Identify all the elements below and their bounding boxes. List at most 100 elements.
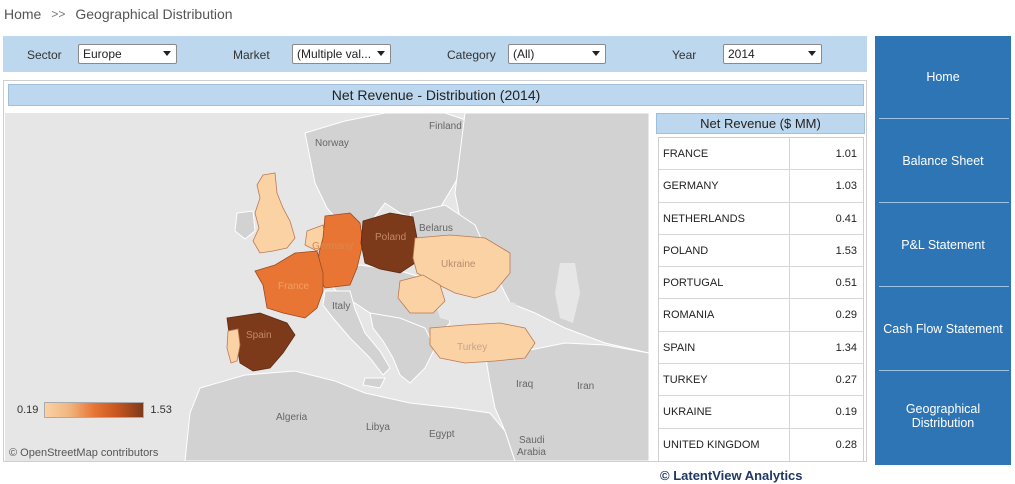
table-row[interactable]: NETHERLANDS 0.41	[659, 202, 863, 235]
breadcrumb-current: Geographical Distribution	[75, 6, 233, 22]
map-land-north-africa	[184, 370, 516, 461]
map-country-ukraine[interactable]	[412, 234, 511, 299]
table-row[interactable]: UKRAINE 0.19	[659, 396, 863, 429]
table-row[interactable]: GERMANY 1.03	[659, 170, 863, 203]
map-land-middle-east	[484, 342, 649, 461]
nav-divider	[879, 202, 1009, 203]
map-label-turkey: Turkey	[457, 342, 487, 353]
map-attribution: © OpenStreetMap contributors	[9, 447, 159, 459]
map-country-poland[interactable]	[360, 212, 418, 274]
map-label-norway: Norway	[315, 138, 349, 149]
value-cell: 0.28	[835, 438, 857, 451]
country-cell: PORTUGAL	[659, 267, 790, 299]
value-cell: 1.01	[835, 148, 857, 160]
country-cell: SPAIN	[659, 331, 790, 364]
sector-select[interactable]: Europe	[78, 44, 177, 64]
table-row[interactable]: SPAIN 1.34	[659, 331, 863, 365]
country-cell: POLAND	[659, 234, 790, 267]
year-select[interactable]: 2014	[723, 44, 822, 64]
table-row[interactable]: POLAND 1.53	[659, 234, 863, 268]
sector-filter-label: Sector	[27, 48, 62, 62]
nav-item-pl-statement[interactable]: P&L Statement	[901, 237, 985, 252]
map-land-sicily	[362, 377, 386, 389]
panel-title: Net Revenue - Distribution (2014)	[8, 84, 864, 106]
map-label-iraq: Iraq	[516, 379, 533, 390]
country-cell: NETHERLANDS	[659, 202, 790, 234]
value-cell: 0.41	[835, 212, 857, 225]
market-select-value: (Multiple val...	[297, 47, 372, 61]
map-country-germany[interactable]	[316, 212, 364, 289]
map-country-portugal[interactable]	[226, 328, 241, 364]
value-cell: 1.53	[835, 244, 857, 257]
breadcrumb-home-link[interactable]: Home	[4, 6, 42, 22]
map-label-ukraine: Ukraine	[441, 259, 476, 270]
table-row[interactable]: TURKEY 0.27	[659, 364, 863, 397]
map-black-sea	[435, 295, 525, 325]
table-body: FRANCE 1.01 GERMANY 1.03 NETHERLANDS 0.41 P…	[658, 137, 864, 462]
map-label-italy: Italy	[332, 301, 350, 312]
map-label-iran: Iran	[577, 381, 594, 392]
nav-item-geographical-distribution[interactable]: Geographical Distribution	[905, 402, 981, 430]
breadcrumb-separator: >>	[51, 7, 66, 21]
year-filter-label: Year	[672, 48, 697, 62]
map-label-germany: Germany	[312, 241, 353, 252]
nav-divider	[879, 370, 1009, 371]
country-cell: UKRAINE	[659, 396, 790, 428]
filter-bar: Sector Europe Market (Multiple val... Ca…	[3, 36, 867, 72]
legend-max: 1.53	[150, 404, 172, 416]
map-country-ireland	[234, 210, 256, 240]
map-label-saudi-arabia-2: Arabia	[517, 447, 546, 458]
chevron-down-icon	[592, 51, 600, 56]
market-filter-label: Market	[233, 48, 270, 62]
map-country-france[interactable]	[254, 250, 324, 319]
map-country-romania[interactable]	[397, 274, 446, 314]
legend-color-ramp	[44, 402, 145, 418]
copyright-footer: © LatentView Analytics	[660, 468, 803, 483]
chevron-down-icon	[377, 51, 385, 56]
map-label-saudi-arabia-1: Saudi	[519, 435, 545, 446]
nav-item-home[interactable]: Home	[926, 70, 960, 84]
market-select[interactable]: (Multiple val...	[292, 44, 391, 64]
table-row[interactable]: FRANCE 1.01	[659, 138, 863, 171]
legend-min: 0.19	[17, 404, 39, 416]
map-country-turkey[interactable]	[429, 322, 536, 364]
map-country-united-kingdom[interactable]	[252, 172, 296, 254]
map-caspian-sea	[555, 263, 580, 323]
table-header: Net Revenue ($ MM)	[656, 113, 865, 134]
category-filter-label: Category	[447, 48, 496, 62]
value-cell: 0.51	[835, 277, 857, 290]
value-cell: 0.19	[835, 406, 857, 419]
breadcrumb: Home >> Geographical Distribution	[4, 6, 233, 22]
value-cell: 1.34	[835, 341, 857, 354]
map-label-france: France	[278, 281, 310, 292]
sector-select-value: Europe	[83, 47, 122, 61]
nav-divider	[879, 118, 1009, 119]
country-cell: UNITED KINGDOM	[659, 428, 790, 461]
chevron-down-icon	[808, 51, 816, 56]
map-land-italy	[322, 290, 391, 376]
map-label-algeria: Algeria	[276, 412, 308, 423]
nav-divider	[879, 286, 1009, 287]
map-label-spain: Spain	[246, 330, 272, 341]
table-row[interactable]: UNITED KINGDOM 0.28	[659, 428, 863, 461]
category-select-value: (All)	[513, 47, 535, 61]
side-navigation: Home Balance Sheet P&L Statement Cash Fl…	[875, 36, 1011, 465]
country-cell: GERMANY	[659, 170, 790, 202]
value-cell: 1.03	[835, 180, 857, 193]
map-label-egypt: Egypt	[429, 429, 455, 440]
table-row[interactable]: PORTUGAL 0.51	[659, 267, 863, 300]
map-label-finland: Finland	[429, 121, 462, 132]
map-label-libya: Libya	[366, 422, 390, 433]
category-select[interactable]: (All)	[508, 44, 606, 64]
value-cell: 0.27	[835, 374, 857, 387]
chevron-down-icon	[163, 51, 171, 56]
table-row[interactable]: ROMANIA 0.29	[659, 299, 863, 332]
nav-item-cash-flow-statement[interactable]: Cash Flow Statement	[883, 321, 1003, 336]
value-cell: 0.29	[835, 309, 857, 322]
country-cell: FRANCE	[659, 138, 790, 170]
color-legend: 0.19 1.53	[17, 402, 172, 418]
nav-item-balance-sheet[interactable]: Balance Sheet	[902, 153, 984, 168]
country-cell: ROMANIA	[659, 299, 790, 331]
year-select-value: 2014	[728, 47, 755, 61]
revenue-table: Net Revenue ($ MM) FRANCE 1.01 GERMANY 1.0…	[656, 113, 865, 462]
